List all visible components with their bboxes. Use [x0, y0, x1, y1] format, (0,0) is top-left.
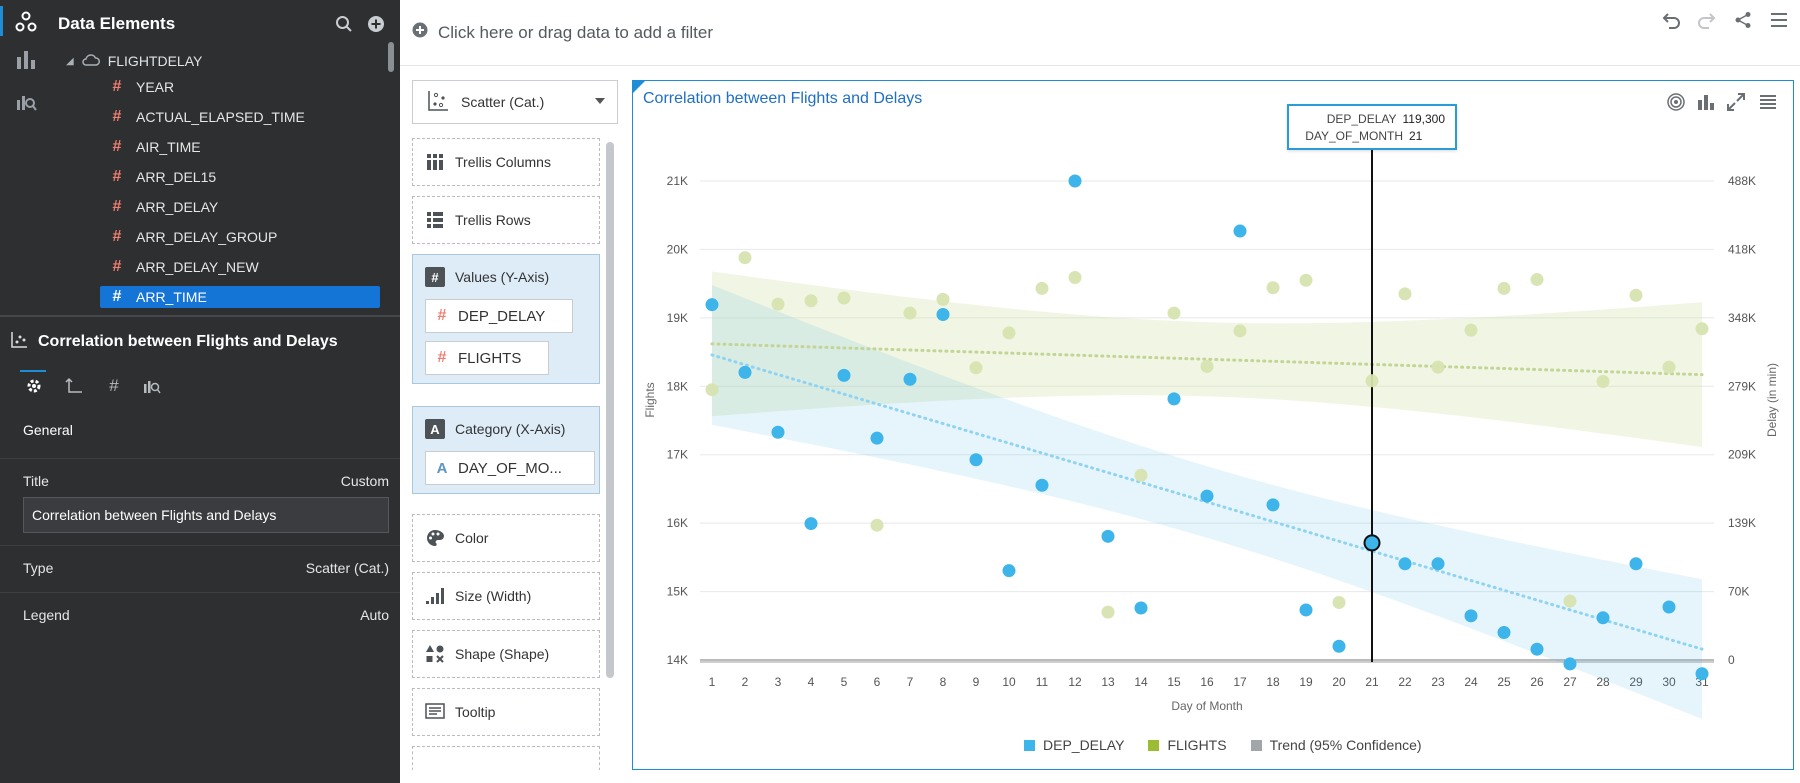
tree-item[interactable]: # YEAR [100, 76, 380, 98]
visualizations-icon[interactable] [12, 46, 40, 74]
chart-title-input[interactable] [23, 497, 389, 533]
left-panel: Data Elements ◢ FLIGHTDELAY # YEAR # ACTUA… [0, 0, 400, 783]
rail-active-indicator [0, 6, 3, 36]
measure-hash-icon: # [112, 138, 122, 155]
scatter-type-icon [427, 90, 449, 115]
collapse-triangle-icon[interactable]: ◢ [66, 55, 74, 67]
chart-menu-icon[interactable] [1756, 90, 1780, 114]
category-pill-day-of-month[interactable]: A DAY_OF_MO... [425, 451, 595, 485]
size-bars-icon [425, 586, 445, 606]
tree-item[interactable]: # ARR_DELAY_NEW [100, 256, 380, 278]
tree-item-selected[interactable]: # ARR_TIME [100, 286, 380, 308]
add-filter-plus-icon [412, 22, 428, 43]
properties-tabs: # [20, 372, 200, 406]
maximize-icon[interactable] [1724, 90, 1748, 114]
attribute-a-icon: A [436, 459, 448, 477]
legend-item-trend[interactable]: Trend (95% Confidence) [1250, 736, 1422, 754]
more-dropzone[interactable] [412, 746, 600, 770]
undo-icon[interactable] [1659, 8, 1683, 32]
data-elements-icon[interactable] [12, 8, 40, 36]
panel-splitter[interactable] [0, 315, 400, 317]
data-elements-tree: ◢ FLIGHTDELAY # YEAR # ACTUAL_ELAPSED_TIME… [58, 48, 384, 310]
add-filter-button[interactable]: Click here or drag data to add a filter [412, 22, 713, 43]
tree-root-label: FLIGHTDELAY [107, 53, 203, 69]
chart-title[interactable]: Correlation between Flights and Delays [643, 90, 923, 107]
palette-icon [425, 528, 445, 548]
trellis-rows-dropzone[interactable]: Trellis Rows [412, 196, 600, 244]
legend-swatch [1024, 739, 1035, 751]
values-hash-icon: # [425, 267, 445, 287]
values-pill-flights[interactable]: # FLIGHTS [425, 341, 549, 375]
menu-icon[interactable] [1767, 8, 1791, 32]
properties-tab-indicator [20, 370, 46, 372]
selection-corner-marker [632, 80, 646, 94]
data-elements-title: Data Elements [58, 14, 176, 33]
general-section-label: General [23, 422, 73, 438]
data-elements-header: Data Elements [58, 12, 394, 36]
properties-title: Correlation between Flights and Delays [38, 333, 338, 350]
tree-item[interactable]: # ARR_DELAY_GROUP [100, 226, 380, 248]
legend-item-dep-delay[interactable]: DEP_DELAY [1024, 736, 1124, 754]
properties-header: Correlation between Flights and Delays [10, 330, 338, 354]
chevron-down-icon [595, 98, 605, 104]
share-icon[interactable] [1731, 8, 1755, 32]
scatter-chart-icon [10, 331, 28, 354]
tree-item[interactable]: # AIR_TIME [100, 136, 380, 158]
type-property-row[interactable]: Type Scatter (Cat.) [0, 545, 400, 591]
shapes-icon [425, 644, 445, 664]
add-filter-label: Click here or drag data to add a filter [438, 22, 713, 42]
values-y-axis-dropzone[interactable]: # Values (Y-Axis) # DEP_DELAY # FLIGHTS [412, 254, 600, 384]
tree-scrollbar[interactable] [388, 42, 394, 72]
chart-tooltip: DEP_DELAY 119,300 DAY_OF_MONTH 21 [1287, 104, 1457, 150]
tree-root-flightdelay[interactable]: ◢ FLIGHTDELAY [66, 50, 202, 72]
target-icon[interactable] [1664, 90, 1688, 114]
measure-hash-icon: # [437, 349, 447, 366]
measure-hash-icon: # [437, 307, 447, 324]
measure-hash-icon: # [112, 258, 122, 275]
analytics-tab-icon[interactable] [138, 372, 166, 400]
visualization-type-label: Scatter (Cat.) [461, 94, 545, 110]
visualization-type-dropdown[interactable]: Scatter (Cat.) [412, 80, 618, 124]
tree-item[interactable]: # ACTUAL_ELAPSED_TIME [100, 106, 380, 128]
measure-hash-icon: # [112, 168, 122, 185]
legend-item-flights[interactable]: FLIGHTS [1148, 736, 1227, 754]
analytics-icon[interactable] [12, 88, 40, 116]
grammar-panel: Scatter (Cat.) Trellis Columns Trellis R… [412, 80, 622, 770]
trellis-columns-icon [425, 152, 445, 172]
legend-property-row[interactable]: Legend Auto [0, 592, 400, 638]
grammar-scrollbar[interactable] [606, 142, 614, 678]
measure-hash-icon: # [112, 228, 122, 245]
cloud-database-icon [82, 53, 100, 70]
tree-item[interactable]: # ARR_DELAY [100, 196, 380, 218]
bar-chart-icon[interactable] [1694, 90, 1718, 114]
add-icon[interactable] [364, 12, 388, 36]
legend-swatch [1148, 739, 1160, 751]
icon-rail [0, 0, 48, 315]
measure-hash-icon: # [112, 78, 122, 95]
category-x-axis-dropzone[interactable]: A Category (X-Axis) A DAY_OF_MO... [412, 406, 600, 494]
attribute-a-icon: A [425, 419, 445, 439]
values-pill-dep-delay[interactable]: # DEP_DELAY [425, 299, 573, 333]
chart-canvas[interactable] [632, 80, 1794, 770]
shape-dropzone[interactable]: Shape (Shape) [412, 630, 600, 678]
title-property-row[interactable]: Title Custom [0, 458, 400, 504]
general-settings-gear-icon[interactable] [20, 372, 48, 400]
measure-hash-icon: # [112, 288, 122, 305]
measure-hash-icon: # [112, 108, 122, 125]
size-dropzone[interactable]: Size (Width) [412, 572, 600, 620]
color-dropzone[interactable]: Color [412, 514, 600, 562]
axis-icon[interactable] [60, 372, 88, 400]
tree-item[interactable]: # ARR_DEL15 [100, 166, 380, 188]
trellis-rows-icon [425, 210, 445, 230]
trellis-columns-dropzone[interactable]: Trellis Columns [412, 138, 600, 186]
redo-icon[interactable] [1695, 8, 1719, 32]
measure-hash-icon: # [112, 198, 122, 215]
chart-legend: DEP_DELAY FLIGHTS Trend (95% Confidence) [1024, 736, 1422, 754]
values-hash-icon[interactable]: # [109, 376, 119, 395]
filter-bar: Click here or drag data to add a filter [400, 0, 1800, 66]
tooltip-dropzone[interactable]: Tooltip [412, 688, 600, 736]
tooltip-icon [425, 702, 445, 722]
legend-swatch [1250, 739, 1262, 751]
search-icon[interactable] [332, 12, 356, 36]
